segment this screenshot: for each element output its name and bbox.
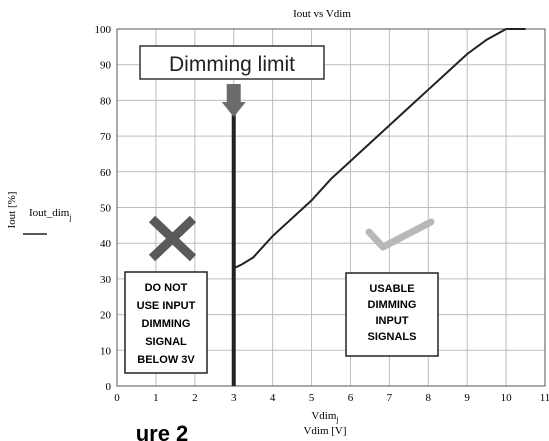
box-text-line: USABLE (369, 283, 414, 295)
x-tick-label: 10 (501, 392, 513, 404)
y-tick-label: 100 (95, 24, 112, 36)
x-tick-label: 6 (348, 392, 354, 404)
y-tick-label: 30 (100, 274, 112, 286)
box-text-line: DIMMING (142, 318, 191, 330)
y-tick-label: 50 (100, 203, 112, 215)
y-tick-label: 0 (106, 381, 112, 393)
arrow-head (222, 102, 246, 117)
y-axis-label: Iout [%] (6, 192, 18, 229)
cross-icon (152, 219, 193, 258)
x-tick-label: 4 (270, 392, 276, 404)
x-tick-label: 11 (540, 392, 549, 404)
y-tick-label: 10 (100, 345, 112, 357)
x-tick-label: 2 (192, 392, 198, 404)
y-tick-label: 90 (100, 60, 112, 72)
box-text-line: BELOW 3V (137, 354, 195, 366)
box-text-line: SIGNALS (368, 331, 417, 343)
x-tick-label: 9 (464, 392, 470, 404)
x-tick-label: 5 (309, 392, 315, 404)
y-tick-label: 60 (100, 167, 112, 179)
y-tick-label: 80 (100, 95, 112, 107)
x-tick-labels: 0 1 2 3 4 5 6 7 8 9 10 11 (114, 392, 549, 404)
chart-title: Iout vs Vdim (293, 8, 351, 20)
box-text-line: INPUT (376, 315, 409, 327)
y-tick-label: 40 (100, 238, 112, 250)
x-tick-label: 8 (426, 392, 432, 404)
box-text-line: DO NOT (145, 282, 188, 294)
box-text-line: USE INPUT (137, 300, 196, 312)
x-tick-label: 0 (114, 392, 120, 404)
arrow-shaft (227, 84, 241, 103)
dimming-limit-label: Dimming limit (169, 53, 295, 76)
y-tick-label: 20 (100, 310, 112, 322)
x-axis-label-bottom: Vdim [V] (303, 425, 346, 437)
y-tick-label: 70 (100, 131, 112, 143)
x-axis-label-subscript: j (335, 415, 338, 424)
x-axis-label-top: Vdimj (311, 410, 338, 424)
x-tick-label: 7 (387, 392, 393, 404)
legend-subscript: j (68, 213, 71, 222)
legend-label: Iout_dimj (29, 207, 72, 222)
box-text-line: SIGNAL (145, 336, 187, 348)
x-tick-label: 1 (153, 392, 159, 404)
box-text-line: DIMMING (368, 299, 417, 311)
figure-caption-fragment: ure 2 (136, 421, 189, 441)
y-tick-labels: 0 10 20 30 40 50 60 70 80 90 100 (95, 24, 112, 393)
x-tick-label: 3 (231, 392, 237, 404)
